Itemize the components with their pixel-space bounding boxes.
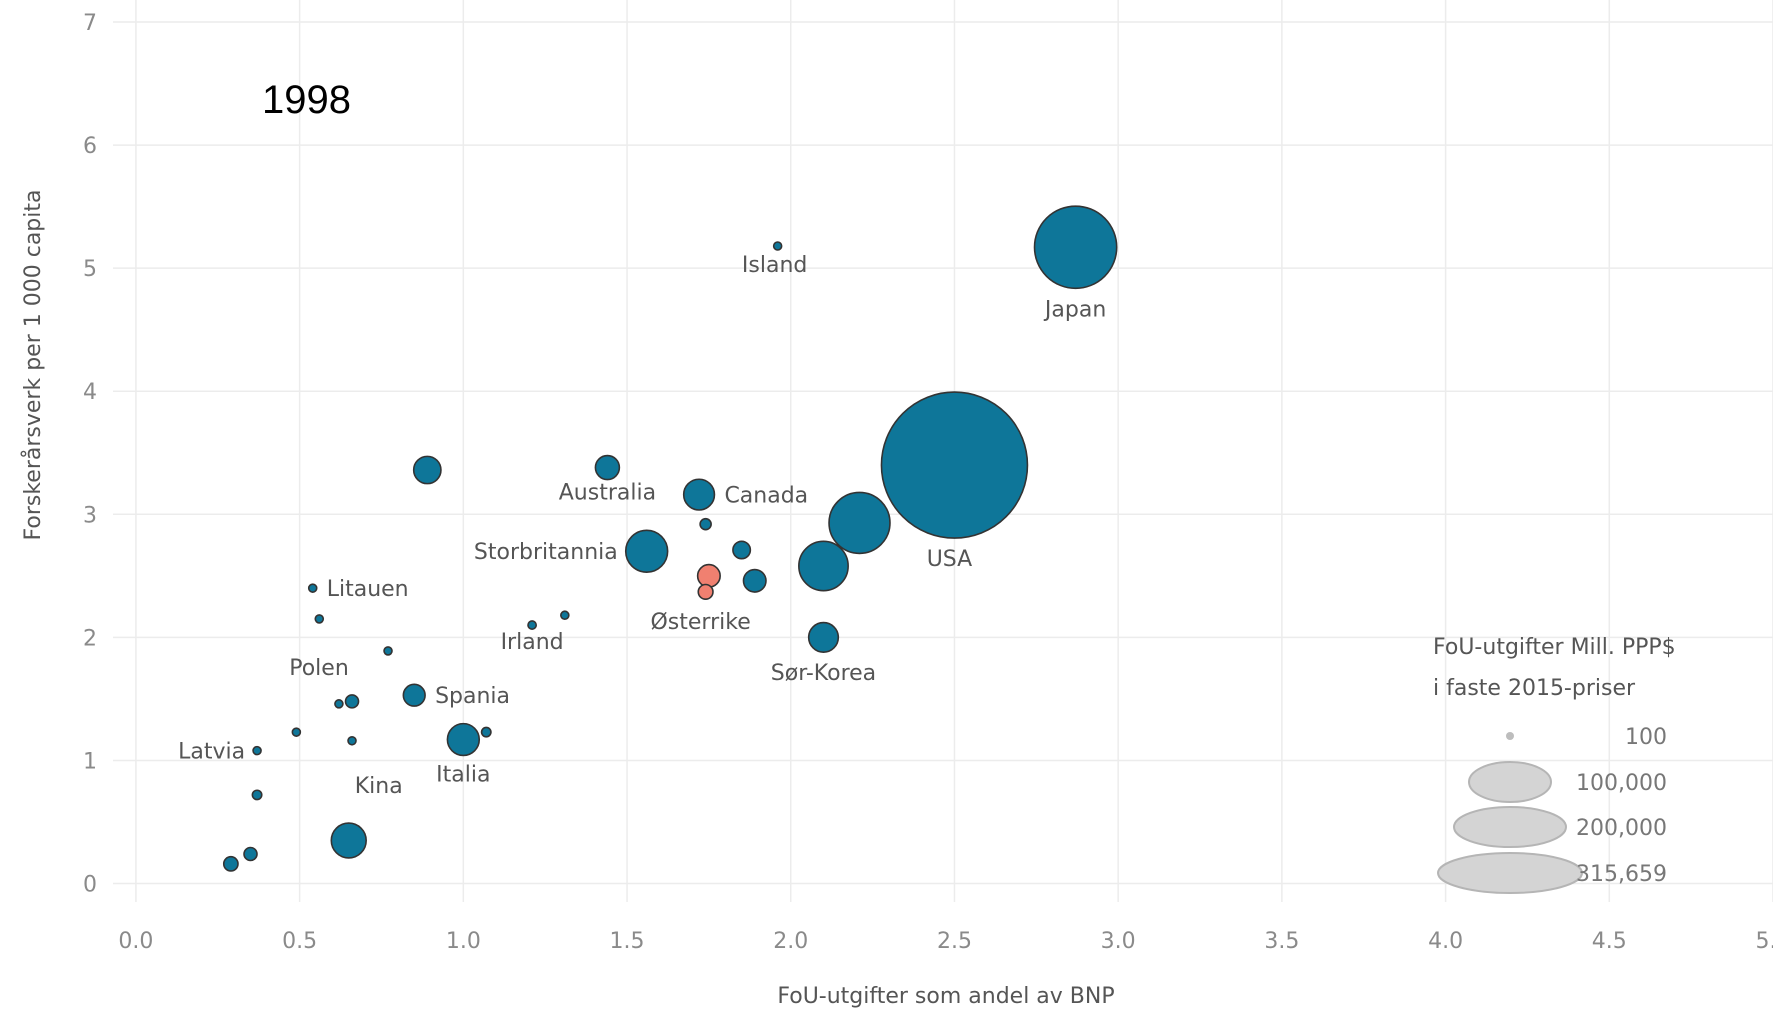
y-axis-ticks: 0 1 2 3 4 5 6 7	[83, 11, 97, 898]
x-tick-label: 2.5	[937, 929, 972, 954]
point-label: Irland	[501, 630, 564, 655]
data-point	[403, 684, 425, 706]
data-point	[698, 584, 713, 599]
y-tick-label: 1	[83, 749, 97, 774]
data-point	[595, 456, 619, 480]
data-point	[809, 623, 839, 653]
legend-value: 315,659	[1576, 862, 1667, 887]
point-label: Spania	[435, 684, 510, 709]
point-label: Østerrike	[650, 610, 750, 635]
data-point	[561, 611, 569, 619]
y-tick-label: 2	[83, 626, 97, 651]
data-point	[700, 519, 711, 530]
y-tick-label: 4	[83, 380, 97, 405]
data-point	[292, 728, 300, 736]
legend-value: 200,000	[1576, 816, 1667, 841]
legend-marker	[1506, 732, 1514, 740]
data-point	[447, 724, 479, 756]
data-point	[733, 541, 750, 558]
point-label: Litauen	[327, 577, 409, 602]
x-tick-label: 1.5	[610, 929, 645, 954]
y-tick-label: 6	[83, 134, 97, 159]
y-tick-label: 7	[83, 11, 97, 36]
data-point	[881, 392, 1027, 538]
x-tick-label: 0.0	[118, 929, 153, 954]
point-label: Japan	[1043, 297, 1106, 322]
point-label: Kina	[355, 774, 403, 799]
x-tick-label: 0.5	[282, 929, 317, 954]
y-axis-title: Forskerårsverk per 1 000 capita	[20, 190, 46, 541]
point-label: Storbritannia	[474, 540, 618, 565]
data-point	[224, 857, 238, 871]
point-label: USA	[927, 547, 973, 572]
legend-title-line-1: FoU-utgifter Mill. PPP$	[1433, 635, 1676, 660]
data-point	[346, 695, 359, 708]
legend-marker	[1469, 762, 1551, 802]
point-label: Island	[742, 253, 807, 278]
data-point	[309, 584, 317, 592]
data-point	[684, 479, 715, 510]
x-tick-label: 4.5	[1592, 929, 1627, 954]
legend-value: 100,000	[1576, 771, 1667, 796]
data-points	[224, 206, 1117, 871]
year-annotation: 1998	[262, 78, 351, 122]
data-point	[253, 747, 261, 755]
data-point	[331, 823, 366, 858]
x-tick-label: 1.0	[446, 929, 481, 954]
x-tick-label: 2.0	[773, 929, 808, 954]
point-label: Polen	[289, 656, 349, 681]
data-point	[244, 848, 257, 861]
x-tick-label: 3.0	[1101, 929, 1136, 954]
x-tick-label: 3.5	[1264, 929, 1299, 954]
point-label: Latvia	[178, 740, 245, 765]
data-point	[348, 737, 356, 745]
data-point	[482, 727, 491, 736]
point-label: Canada	[724, 484, 808, 509]
data-point	[626, 530, 668, 572]
point-label: Australia	[559, 481, 656, 506]
data-point	[315, 615, 323, 623]
legend-marker	[1438, 853, 1582, 893]
data-point	[799, 541, 848, 590]
y-tick-label: 3	[83, 503, 97, 528]
legend-title-line-2: i faste 2015-priser	[1433, 676, 1636, 701]
data-point	[829, 492, 890, 553]
data-point	[743, 570, 766, 593]
legend-marker	[1454, 807, 1566, 847]
point-label: Italia	[436, 762, 490, 787]
data-point	[774, 242, 782, 250]
data-point	[528, 621, 536, 629]
data-point	[414, 456, 441, 483]
x-axis-title: FoU-utgifter som andel av BNP	[777, 984, 1114, 1009]
x-axis-ticks: 0.0 0.5 1.0 1.5 2.0 2.5 3.0 3.5 4.0 4.5 5.0	[118, 929, 1773, 954]
data-point	[1035, 206, 1117, 288]
data-point	[384, 647, 392, 655]
data-point	[252, 790, 261, 799]
data-point	[698, 565, 721, 588]
legend-entries: 100 100,000 200,000 315,659	[1438, 725, 1667, 893]
x-tick-label: 4.0	[1428, 929, 1463, 954]
x-tick-label: 5.0	[1756, 929, 1773, 954]
data-point	[335, 700, 343, 708]
legend-value: 100	[1625, 725, 1667, 750]
size-legend: FoU-utgifter Mill. PPP$ i faste 2015-pri…	[1433, 635, 1676, 893]
y-tick-label: 0	[83, 873, 97, 898]
point-label: Sør-Korea	[771, 661, 876, 686]
y-tick-label: 5	[83, 257, 97, 282]
